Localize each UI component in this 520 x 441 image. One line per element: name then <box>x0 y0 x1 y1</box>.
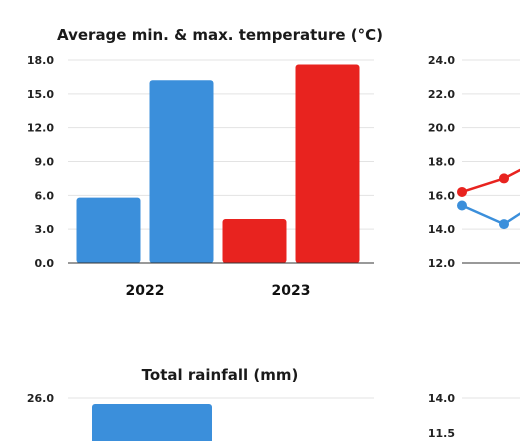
chart2-y-ticks: 12.0 14.0 16.0 18.0 20.0 22.0 24.0 <box>428 54 455 270</box>
chart3-bar-1 <box>92 404 212 441</box>
chart1-title: Average min. & max. temperature (°C) <box>57 26 383 44</box>
chart1-ytick: 6.0 <box>35 189 55 202</box>
chart2-point-1-1 <box>499 219 509 230</box>
chart1-ytick: 12.0 <box>27 122 54 135</box>
chart2-point-0-0 <box>457 186 467 197</box>
chart2-ytick: 22.0 <box>428 88 455 101</box>
chart1-bars <box>76 64 360 263</box>
chart-rainfall-lines: 14.0 11.5 <box>428 392 520 440</box>
chart1-ytick: 0.0 <box>35 257 55 270</box>
chart1-ytick: 3.0 <box>35 223 55 236</box>
chart1-y-ticks: 0.0 3.0 6.0 9.0 12.0 15.0 18.0 <box>27 54 54 270</box>
chart2-ytick: 16.0 <box>428 189 455 202</box>
chart2-point-0-1 <box>499 173 509 184</box>
chart1-ytick: 18.0 <box>27 54 54 67</box>
chart3-title: Total rainfall (mm) <box>142 366 299 384</box>
chart1-bar-2023-min <box>222 219 287 263</box>
chart2-ytick: 24.0 <box>428 54 455 67</box>
chart-temperature-lines: 12.0 14.0 16.0 18.0 20.0 22.0 24.0 <box>428 54 520 270</box>
chart-rainfall: Total rainfall (mm) 26.0 <box>27 366 374 441</box>
chart1-bar-2023-max <box>295 64 360 263</box>
chart1-cat-2022: 2022 <box>126 283 165 299</box>
chart1-bar-2022-min <box>76 197 141 263</box>
chart4-ytick-11-5: 11.5 <box>428 427 455 440</box>
chart2-ytick: 12.0 <box>428 257 455 270</box>
chart2-ytick: 14.0 <box>428 223 455 236</box>
chart4-ytick-14: 14.0 <box>428 392 455 405</box>
chart2-line-0 <box>461 168 520 194</box>
chart-temperature-bars: Average min. & max. temperature (°C) 0.0… <box>27 26 383 299</box>
chart1-ytick: 15.0 <box>27 88 54 101</box>
chart2-ytick: 20.0 <box>428 122 455 135</box>
chart3-ytick-26: 26.0 <box>27 392 54 405</box>
chart2-ytick: 18.0 <box>428 156 455 169</box>
chart2-line-1 <box>461 204 520 226</box>
chart1-bar-2022-max <box>149 80 214 263</box>
chart2-point-1-0 <box>457 200 467 211</box>
chart2-gridlines <box>462 59 520 230</box>
chart2-series <box>457 168 520 230</box>
chart1-ytick: 9.0 <box>35 156 55 169</box>
chart1-cat-2023: 2023 <box>272 283 311 299</box>
